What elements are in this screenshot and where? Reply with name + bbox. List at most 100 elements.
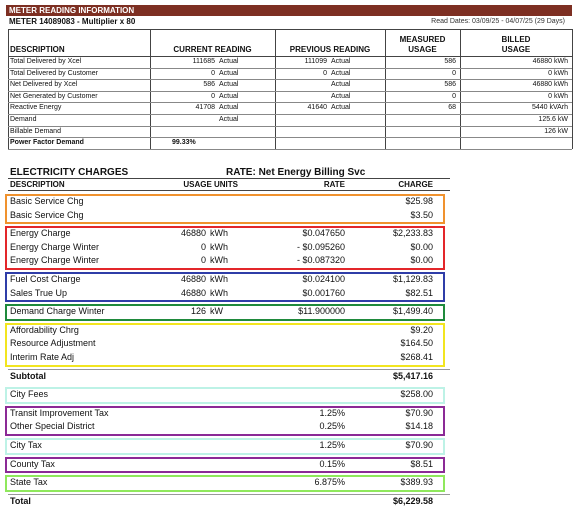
- billed-usage: 0 kWh: [548, 92, 568, 100]
- rule-line: [8, 102, 572, 104]
- charge-units: kWh: [210, 228, 228, 239]
- highlight-box: [5, 322, 445, 367]
- rule-line: [8, 368, 450, 370]
- charge-rate: 1.25%: [319, 407, 345, 418]
- billed-usage: 5440 kVArh: [531, 104, 568, 112]
- rule-line: [8, 67, 572, 69]
- reading-status: Actual: [331, 58, 351, 65]
- highlight-box: [5, 405, 445, 436]
- highlight-box: [5, 304, 445, 321]
- rule-line: [8, 114, 572, 115]
- highlight-box: [5, 387, 445, 404]
- charge-rate: 6.875%: [314, 477, 345, 488]
- charge-description: Total: [10, 495, 31, 506]
- measured-usage: 0: [452, 69, 456, 77]
- charge-amount: $25.98: [405, 196, 433, 206]
- rule-line: [8, 56, 572, 57]
- charge-rate: $11.900000: [298, 306, 345, 317]
- highlight-box: [5, 475, 445, 492]
- charge-description: Fuel Cost Charge: [10, 274, 81, 284]
- rule-line: [8, 29, 9, 149]
- charge-amount: $1,499.40: [392, 306, 433, 317]
- charge-description: Basic Service Chg: [10, 196, 84, 206]
- charge-amount: $268.41: [400, 352, 433, 362]
- meter-id: METER 14089083 - Multiplier x 80: [9, 17, 136, 26]
- charge-amount: $70.90: [405, 407, 433, 418]
- row-label: Total Delivered by Xcel: [10, 58, 82, 65]
- billed-usage: 126 kW: [544, 127, 568, 135]
- charge-description: City Tax: [10, 440, 42, 450]
- reading-status: Actual: [219, 69, 239, 77]
- charge-amount: $164.50: [400, 338, 433, 349]
- banner-bar: [6, 5, 572, 16]
- rate-name: RATE: Net Energy Billing Svc: [226, 167, 366, 178]
- reading-status: Actual: [331, 69, 351, 77]
- charge-units: kWh: [210, 255, 228, 266]
- charge-usage: 126: [190, 306, 206, 317]
- charge-description: Basic Service Chg: [10, 209, 84, 220]
- row-label: Net Delivered by Xcel: [10, 81, 78, 89]
- charge-usage: 46880: [180, 287, 206, 298]
- charge-description: Transit Improvement Tax: [10, 407, 109, 418]
- read-dates: Read Dates: 03/09/25 - 04/07/25 (29 Days…: [431, 18, 565, 25]
- reading-status: Actual: [331, 104, 351, 112]
- charge-amount: $8.51: [410, 458, 433, 469]
- charge-amount: $258.00: [400, 389, 433, 400]
- reading-value: 41708: [195, 104, 215, 112]
- charge-amount: $0.00: [410, 255, 433, 266]
- reading-value: 111099: [304, 58, 327, 65]
- banner-title: METER READING INFORMATION: [9, 6, 135, 15]
- rule-line: [8, 148, 572, 150]
- rule-line: [385, 29, 386, 149]
- measured-usage: 586: [444, 81, 456, 89]
- charge-description: County Tax: [10, 458, 55, 469]
- charge-amount: $5,417.16: [392, 370, 433, 381]
- row-label: Power Factor Demand: [10, 139, 84, 147]
- reading-status: Actual: [219, 81, 239, 89]
- column-header: USAGE: [408, 45, 437, 54]
- rule-line: [8, 90, 572, 92]
- reading-status: Actual: [219, 58, 239, 65]
- column-header: MEASURED: [399, 35, 446, 44]
- row-label: Total Delivered by Customer: [10, 69, 98, 77]
- reading-value: 111685: [192, 58, 215, 65]
- charge-rate: 0.25%: [319, 421, 345, 432]
- rule-line: [8, 493, 450, 495]
- rule-line: [275, 29, 276, 149]
- reading-status: Actual: [219, 116, 239, 123]
- charge-description: Sales True Up: [10, 287, 68, 298]
- charge-units: kWh: [210, 274, 228, 284]
- column-header: USAGE: [501, 45, 531, 54]
- billed-usage: 46880 kWh: [532, 58, 568, 65]
- charge-description: City Fees: [10, 389, 49, 400]
- charge-description: Subtotal: [10, 370, 46, 381]
- charge-amount: $389.93: [400, 477, 433, 488]
- charge-description: Energy Charge Winter: [10, 255, 100, 266]
- reading-value: 41640: [307, 104, 327, 112]
- charge-rate: - $0.087320: [296, 255, 345, 266]
- reading-status: Actual: [331, 81, 351, 89]
- measured-usage: 68: [448, 104, 456, 112]
- reading-value: 99.33%: [172, 139, 196, 147]
- rule-line: [150, 29, 151, 149]
- rule-line: [8, 190, 450, 191]
- charge-description: Interim Rate Adj: [10, 352, 75, 362]
- charges-header: DESCRIPTION: [10, 180, 65, 189]
- reading-value: 0: [211, 92, 215, 100]
- row-label: Demand: [10, 116, 37, 123]
- billed-usage: 125.6 kW: [538, 116, 568, 123]
- charge-amount: $6,229.58: [392, 495, 433, 506]
- column-header: DESCRIPTION: [10, 45, 65, 54]
- row-label: Billable Demand: [10, 127, 61, 135]
- charge-usage: 46880: [180, 228, 206, 239]
- charge-units: kWh: [210, 241, 228, 252]
- column-header: BILLED: [501, 35, 531, 44]
- charge-amount: $3.50: [410, 209, 433, 220]
- charge-amount: $1,129.83: [392, 274, 433, 284]
- charge-amount: $9.20: [410, 324, 433, 335]
- rule-line: [572, 29, 573, 149]
- charge-description: Demand Charge Winter: [10, 306, 105, 317]
- charge-description: State Tax: [10, 477, 48, 488]
- charge-usage: 0: [200, 255, 206, 266]
- reading-value: 586: [203, 81, 215, 89]
